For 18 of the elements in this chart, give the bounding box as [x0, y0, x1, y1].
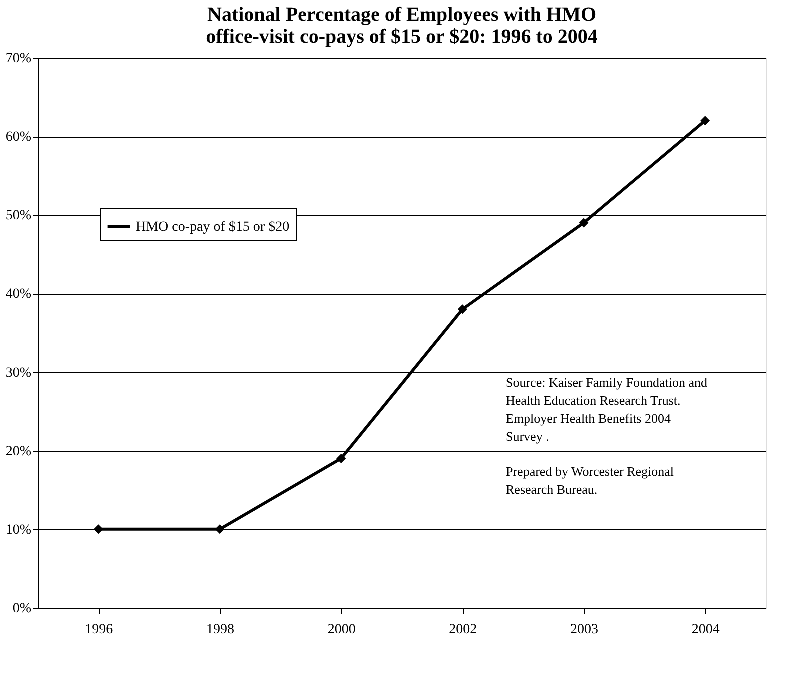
y-tick-label: 30%: [6, 366, 32, 381]
y-tick-label: 50%: [6, 208, 32, 224]
chart-title: National Percentage of Employees with HMO office-visit co-pays of $15 or $20: 1996 to 2004: [206, 4, 598, 48]
x-tick-label: 2000: [328, 622, 356, 638]
y-tick-label: 60%: [6, 130, 32, 146]
annotation: Prepared by Worcester Regional Research Bureau.: [506, 464, 674, 497]
y-tick-label: 40%: [6, 287, 32, 302]
annotation: Source: Kaiser Family Foundation and Health Education Research Trust. Employer Health Benefits 2004 Survey .: [506, 375, 708, 444]
y-tick-label: 20%: [6, 444, 32, 460]
x-tick-label: 1998: [206, 622, 234, 638]
y-tick-label: 10%: [6, 522, 32, 538]
y-tick-label: 70%: [6, 52, 32, 66]
x-tick-label: 1996: [85, 622, 114, 638]
x-tick-label: 2004: [692, 622, 720, 638]
x-tick-label: 2003: [570, 622, 598, 638]
legend-label: HMO co-pay of $15 or $20: [136, 220, 290, 235]
x-tick-label: 2002: [449, 622, 478, 638]
y-tick-label: 0%: [12, 602, 32, 616]
